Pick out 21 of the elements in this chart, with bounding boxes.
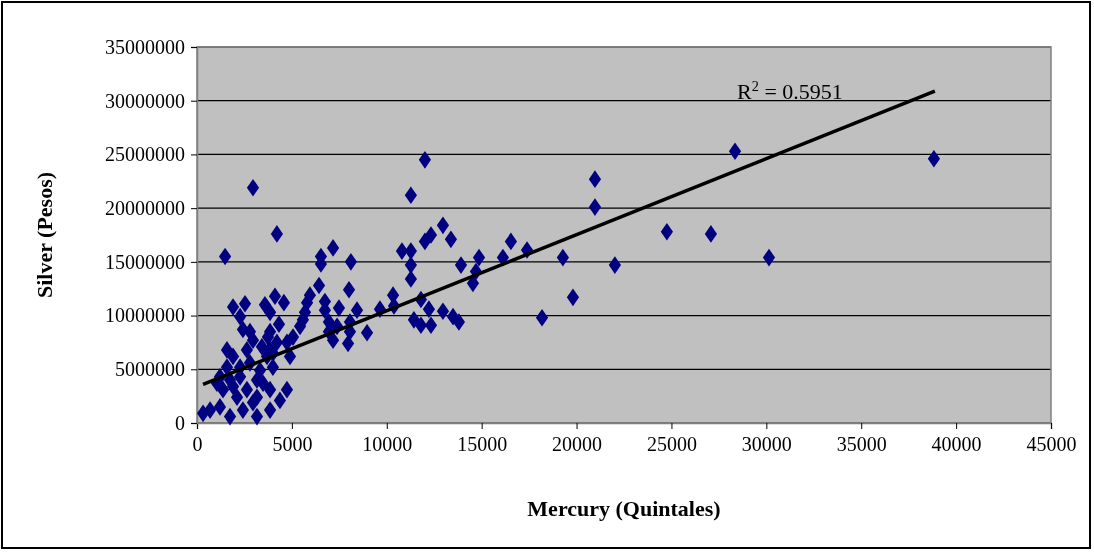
y-tick-label: 5000000 [115, 358, 185, 381]
x-tick-label: 20000 [552, 433, 603, 456]
x-tick-label: 15000 [457, 433, 508, 456]
y-tick-label: 30000000 [105, 89, 185, 112]
x-tick-label: 10000 [362, 433, 413, 456]
y-tick-label: 0 [175, 411, 185, 434]
x-tick-label: 5000 [272, 433, 313, 456]
x-tick-label: 45000 [1026, 433, 1077, 456]
y-tick-label: 35000000 [105, 35, 185, 58]
y-axis-title: Silver (Pesos) [32, 171, 57, 299]
x-tick-label: 40000 [931, 433, 982, 456]
x-tick-label: 30000 [741, 433, 792, 456]
y-tick-label: 20000000 [105, 197, 185, 220]
annotation: R$^{2}$ = 0.5951 [737, 78, 843, 104]
x-axis-title: Mercury (Quintales) [527, 496, 721, 521]
x-tick-label: 0 [192, 433, 203, 456]
y-tick-label: 15000000 [105, 250, 185, 273]
x-tick-label: 35000 [836, 433, 887, 456]
x-tick-label: 25000 [646, 433, 697, 456]
y-tick-label: 10000000 [105, 304, 185, 327]
y-tick-label: 25000000 [105, 143, 185, 166]
